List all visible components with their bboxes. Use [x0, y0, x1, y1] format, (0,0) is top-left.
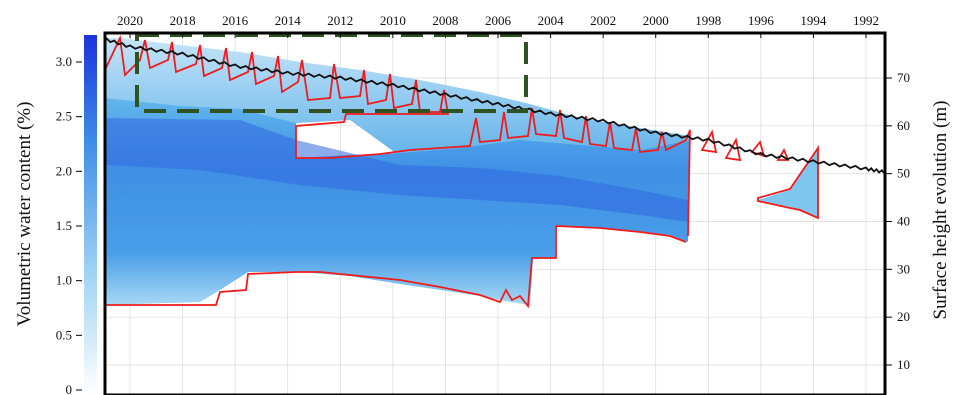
- right-tick-label: 10: [897, 357, 910, 372]
- right-axis: 10 20 30 40 50 60 70: [885, 70, 910, 372]
- top-tick-label: 1996: [748, 13, 775, 28]
- top-tick-label: 1994: [800, 13, 827, 28]
- top-tick-label: 2008: [432, 13, 458, 28]
- top-tick-label: 2020: [117, 13, 143, 28]
- top-tick-label: 2012: [327, 13, 353, 28]
- right-axis-title: Surface height evolution (m): [930, 101, 951, 320]
- left-tick-label: 1.0: [56, 273, 72, 288]
- right-tick-label: 50: [897, 166, 910, 181]
- wet-zone-field: [105, 38, 818, 305]
- left-tick-label: 0.5: [56, 327, 72, 342]
- highlight-box: [135, 33, 528, 113]
- wet-boundary-lower: [105, 225, 687, 309]
- right-tick-label: 70: [897, 70, 910, 85]
- left-tick-label: 2.0: [56, 163, 72, 178]
- top-tick-label: 2016: [222, 13, 249, 28]
- left-tick-label: 0: [66, 382, 73, 395]
- left-tick-label: 2.5: [56, 109, 72, 124]
- top-axis: 2020 2018 2016 2014 2012 2010 2008 2006 2004 2002…: [117, 13, 879, 38]
- dark-wet-layer: [105, 118, 688, 222]
- left-tick-label: 1.5: [56, 218, 72, 233]
- surface-height-line: [105, 37, 885, 175]
- top-tick-label: 2004: [538, 13, 565, 28]
- wet-boundary-upper: [105, 34, 691, 237]
- top-tick-label: 1998: [695, 13, 721, 28]
- top-tick-label: 1992: [853, 13, 879, 28]
- top-tick-label: 2014: [275, 13, 302, 28]
- left-axis: 0 0.5 1.0 1.5 2.0 2.5 3.0: [56, 54, 82, 395]
- wet-boundary-lens-1994: [757, 145, 819, 220]
- top-tick-label: 2002: [590, 13, 616, 28]
- right-tick-label: 60: [897, 118, 910, 133]
- top-tick-label: 2006: [485, 13, 512, 28]
- colorbar: [84, 35, 97, 395]
- left-axis-title: Volumetric water content (%): [14, 102, 35, 327]
- left-tick-label: 3.0: [56, 54, 72, 69]
- right-tick-label: 20: [897, 309, 910, 324]
- top-tick-label: 2000: [643, 13, 669, 28]
- upper-wet-area: [105, 38, 690, 156]
- right-tick-label: 30: [897, 261, 910, 276]
- top-tick-label: 2018: [170, 13, 196, 28]
- plot-frame: [103, 31, 887, 395]
- isolated-lens-1994: [758, 148, 818, 218]
- top-tick-label: 2010: [380, 13, 406, 28]
- right-tick-label: 40: [897, 214, 910, 229]
